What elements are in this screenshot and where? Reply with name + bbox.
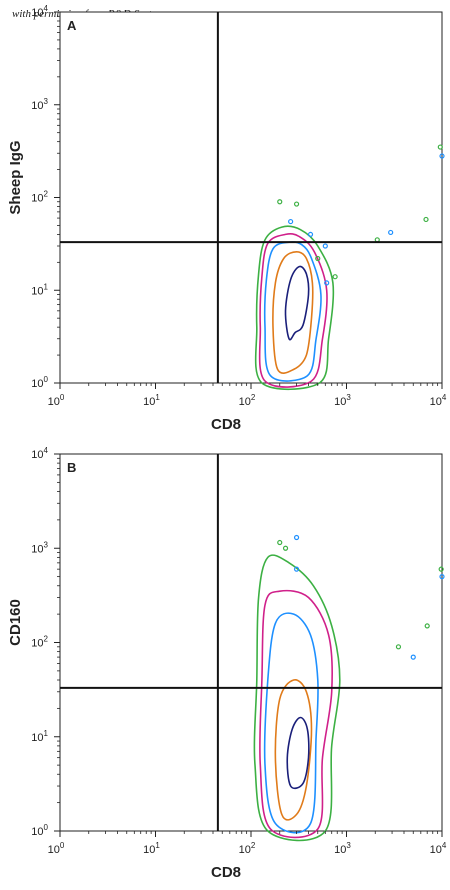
- x-tick-label: 100: [48, 393, 65, 408]
- contour-level-2: [258, 233, 328, 388]
- contour-plot-a: 100 101 102 103 104 100 101 102 103 104 CD8 Sheep I…: [7, 4, 447, 433]
- y-tick-label: 102: [31, 190, 48, 205]
- x-tick-label: 103: [334, 393, 351, 408]
- x-axis-title: CD8: [211, 416, 241, 433]
- y-tick-label: 104: [31, 446, 48, 461]
- x-axis-title: CD8: [211, 864, 241, 881]
- plot-frame: [59, 11, 443, 384]
- outlier-point: [282, 545, 289, 551]
- outlier-point: [332, 274, 338, 280]
- outlier-group: [277, 534, 445, 660]
- y-tick-label: 103: [31, 540, 48, 555]
- contour-group: [253, 554, 341, 842]
- outlier-point: [324, 280, 330, 286]
- y-axis-title: CD160: [7, 599, 24, 646]
- contour-level-3: [263, 612, 319, 834]
- y-tick-label: 101: [31, 729, 48, 744]
- contour-level-5: [286, 716, 310, 790]
- x-tick-label: 100: [48, 841, 65, 856]
- outlier-point: [410, 654, 416, 660]
- x-tick-label: 102: [239, 841, 256, 856]
- y-tick-label: 100: [31, 823, 48, 838]
- outlier-point: [293, 534, 300, 541]
- contour-level-5: [284, 265, 310, 341]
- x-tick-label: 103: [334, 841, 351, 856]
- outlier-point: [277, 539, 283, 546]
- y-tick-label: 103: [31, 97, 48, 112]
- outlier-point: [322, 243, 328, 249]
- outlier-point: [293, 201, 300, 207]
- outlier-point: [388, 229, 394, 236]
- contour-level-4: [274, 679, 313, 821]
- x-tick-label: 104: [430, 841, 447, 856]
- outlier-point: [424, 623, 430, 629]
- x-tick-label: 101: [143, 841, 160, 856]
- panel-letter: A: [67, 18, 77, 33]
- panel-a: 100 101 102 103 104 100 101 102 103 104 CD8 Sheep I…: [7, 4, 447, 433]
- panel-letter: B: [67, 460, 76, 475]
- y-tick-label: 104: [31, 4, 48, 19]
- contour-level-4: [272, 251, 314, 374]
- plot-frame: [59, 453, 443, 832]
- outlier-point: [293, 566, 300, 572]
- panel-b: 100 101 102 103 104 100 101 102 103 104 CD8 CD160 B: [0, 445, 450, 890]
- contour-group: [254, 225, 335, 391]
- x-tick-label: 101: [143, 393, 160, 408]
- contour-level-1: [253, 554, 341, 842]
- outlier-point: [277, 199, 283, 205]
- contour-level-3: [263, 241, 322, 382]
- outlier-point: [423, 216, 429, 223]
- y-tick-label: 101: [31, 282, 48, 297]
- outlier-group: [277, 144, 445, 286]
- outlier-point: [437, 144, 443, 150]
- y-tick-label: 100: [31, 375, 48, 390]
- y-axis-title: Sheep IgG: [7, 140, 24, 214]
- x-tick-label: 104: [430, 393, 447, 408]
- outlier-point: [315, 255, 321, 262]
- outlier-point: [395, 644, 402, 650]
- outlier-point: [288, 218, 294, 225]
- outlier-point: [439, 153, 445, 159]
- outlier-point: [439, 574, 445, 580]
- outlier-point: [438, 566, 444, 572]
- y-tick-label: 102: [31, 635, 48, 650]
- contour-plot-b: 100 101 102 103 104 100 101 102 103 104 CD8 CD160 B: [7, 446, 447, 881]
- x-tick-label: 102: [239, 393, 256, 408]
- contour-level-2: [259, 589, 333, 839]
- contour-level-1: [254, 225, 335, 391]
- outlier-point: [307, 231, 314, 238]
